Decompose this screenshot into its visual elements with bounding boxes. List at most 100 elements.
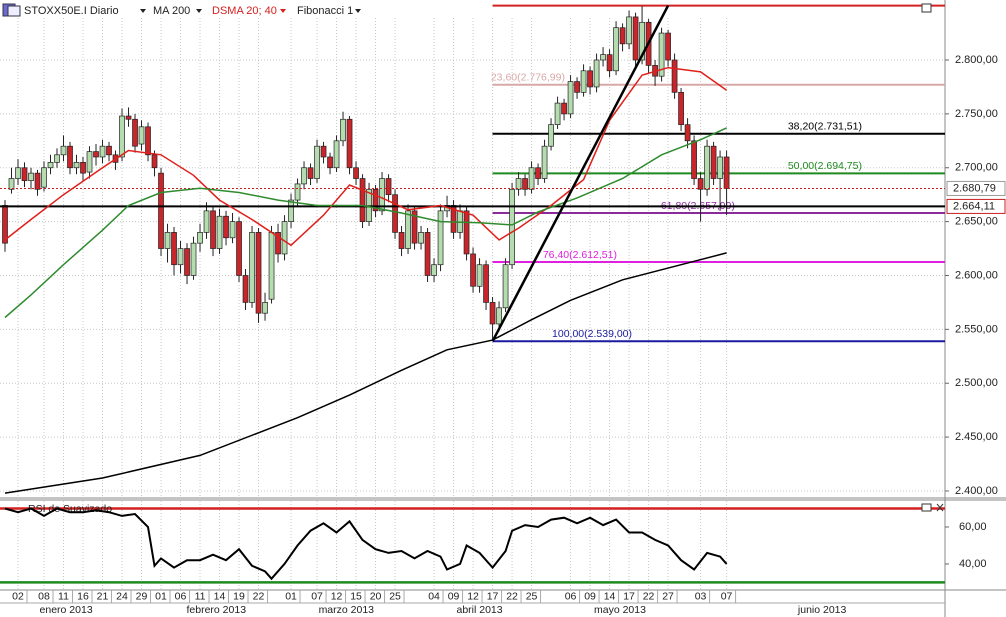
candle-body <box>658 32 665 77</box>
candle-body <box>411 210 418 244</box>
candle-body <box>619 27 626 45</box>
candle-body <box>268 232 275 300</box>
candle-body <box>431 264 437 276</box>
candle-body <box>119 115 125 158</box>
candle-body <box>671 59 678 93</box>
candle-body <box>600 54 606 61</box>
indicator-label[interactable]: Fibonacci 1 <box>297 5 353 17</box>
candle-body <box>385 178 392 196</box>
dropdown-arrow[interactable] <box>355 9 361 13</box>
candle-body <box>314 145 320 179</box>
candle-body <box>535 167 541 179</box>
candle-body <box>28 172 34 182</box>
y-tick-label: 2.550,00 <box>955 323 998 335</box>
candle-body <box>587 70 593 88</box>
indicator-label[interactable]: MA 200 <box>153 5 190 17</box>
candle-body <box>554 102 561 126</box>
candle-body <box>223 215 229 239</box>
candle-body <box>496 307 502 325</box>
candle-body <box>301 167 307 185</box>
candle-body <box>171 232 177 266</box>
x-tick-label: 20 <box>370 590 382 602</box>
candle-body <box>67 145 73 169</box>
candle-body <box>60 145 67 156</box>
candle-body <box>288 199 294 222</box>
candle-body <box>398 232 405 249</box>
fib-label: 100,00(2.539,00) <box>552 328 632 340</box>
candle-body <box>54 154 60 163</box>
month-label: marzo 2013 <box>319 604 375 616</box>
candle-body <box>73 162 80 169</box>
candle-body <box>691 140 697 179</box>
candle-body <box>613 27 619 72</box>
x-tick-label: 25 <box>526 590 538 602</box>
candle-body <box>372 188 379 212</box>
x-tick-label: 21 <box>97 590 109 602</box>
x-tick-label: 12 <box>331 590 343 602</box>
fib-label: 76,40(2.612,51) <box>543 249 617 261</box>
candle-body <box>158 172 164 249</box>
candle-body <box>34 172 41 190</box>
candle-body <box>294 183 301 201</box>
candle-body <box>249 232 255 303</box>
price-label-box <box>946 198 1006 214</box>
x-tick-label: 07 <box>721 590 733 602</box>
candle-body <box>145 126 151 156</box>
candle-body <box>184 248 190 276</box>
symbol-title[interactable]: STOXX50E.I Diario <box>24 5 119 17</box>
y-tick-label: 60,00 <box>959 521 987 533</box>
x-tick-label: 08 <box>38 590 50 602</box>
y-tick-label: 2.400,00 <box>955 485 998 497</box>
x-tick-label: 09 <box>448 590 460 602</box>
candle-body <box>8 178 15 190</box>
dropdown-arrow[interactable] <box>196 9 202 13</box>
close-button[interactable] <box>936 503 944 512</box>
candle-body <box>684 124 691 142</box>
candle-body <box>190 242 197 276</box>
price-label: 2.680,79 <box>953 182 996 194</box>
x-tick-label: 11 <box>58 590 69 602</box>
pane-button[interactable] <box>921 503 932 512</box>
candle-body <box>522 178 528 190</box>
candle-body <box>418 232 424 244</box>
y-tick-label: 2.500,00 <box>955 377 998 389</box>
x-tick-label: 19 <box>233 590 245 602</box>
x-tick-label: 04 <box>428 590 440 602</box>
pane-button[interactable] <box>921 3 932 13</box>
candle-body <box>561 102 567 115</box>
candle-body <box>320 145 327 158</box>
moving-average-line <box>4 252 727 494</box>
x-tick-label: 27 <box>662 590 674 602</box>
candle-body <box>197 232 203 244</box>
moving-average-line <box>4 127 727 319</box>
x-tick-label: 22 <box>253 590 265 602</box>
x-tick-label: 15 <box>350 590 362 602</box>
x-tick-label: 06 <box>565 590 577 602</box>
price-pane: 2.400,00 2.450,00 2.500,00 2.550,00 2.600,00… <box>0 4 1006 616</box>
candle-body <box>632 16 639 61</box>
x-tick-label: 02 <box>12 590 24 602</box>
candle-body <box>437 210 444 266</box>
candle-body <box>41 167 47 188</box>
x-tick-label: 25 <box>389 590 401 602</box>
symbol-icon[interactable] <box>7 5 21 17</box>
dropdown-arrow[interactable] <box>140 9 146 13</box>
candle-body <box>710 145 717 179</box>
indicator-label[interactable]: DSMA 20; 40 <box>212 5 277 17</box>
rsi-line <box>4 507 728 581</box>
month-label: enero 2013 <box>40 604 93 616</box>
dropdown-arrow[interactable] <box>280 9 286 13</box>
candle-body <box>327 156 333 169</box>
candle-body <box>483 264 489 303</box>
x-tick-label: 29 <box>136 590 148 602</box>
candle-body <box>463 210 470 255</box>
candle-body <box>665 32 671 61</box>
y-tick-label: 40,00 <box>959 558 987 570</box>
candle-body <box>567 81 574 115</box>
x-tick-label: 22 <box>506 590 518 602</box>
candle-body <box>236 221 242 276</box>
candle-body <box>593 59 600 88</box>
month-label: abril 2013 <box>456 604 502 616</box>
